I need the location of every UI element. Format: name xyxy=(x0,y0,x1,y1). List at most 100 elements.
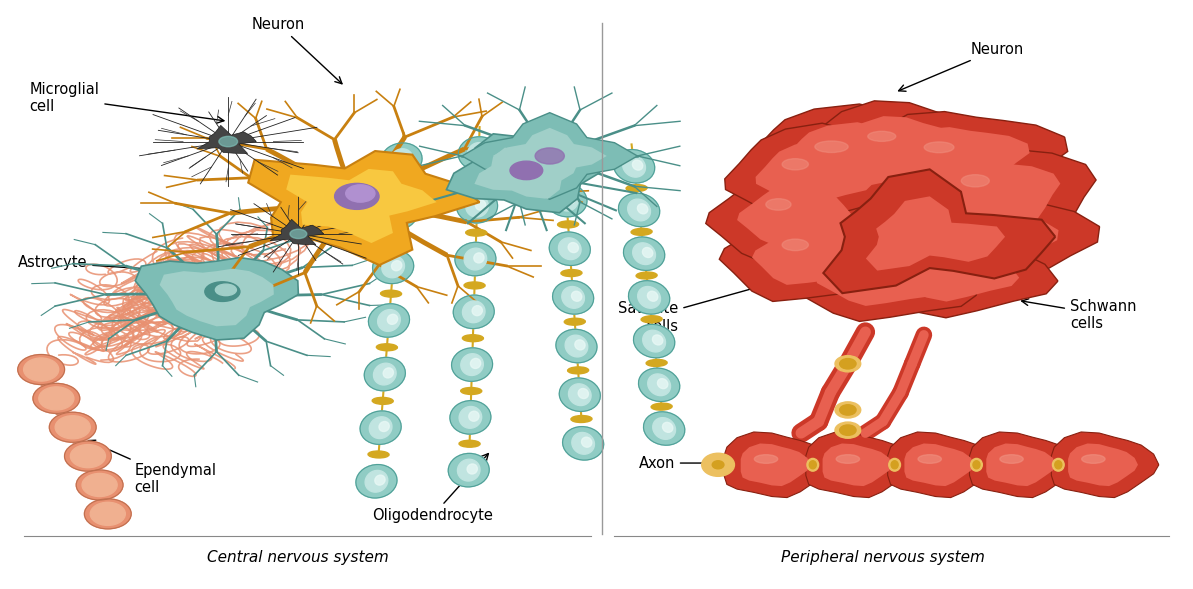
Ellipse shape xyxy=(468,143,490,164)
Ellipse shape xyxy=(558,238,581,260)
Ellipse shape xyxy=(624,237,665,270)
PathPatch shape xyxy=(160,269,274,326)
PathPatch shape xyxy=(719,206,902,302)
Ellipse shape xyxy=(49,412,97,442)
Ellipse shape xyxy=(891,461,898,469)
PathPatch shape xyxy=(737,181,852,246)
Ellipse shape xyxy=(555,173,575,179)
Ellipse shape xyxy=(705,455,731,474)
PathPatch shape xyxy=(866,196,1005,270)
PathPatch shape xyxy=(724,432,832,498)
Ellipse shape xyxy=(552,141,574,163)
PathPatch shape xyxy=(816,101,1006,188)
Ellipse shape xyxy=(845,264,872,274)
Ellipse shape xyxy=(925,142,954,153)
Ellipse shape xyxy=(657,379,668,389)
Ellipse shape xyxy=(377,197,418,230)
Ellipse shape xyxy=(946,222,977,233)
Ellipse shape xyxy=(835,402,860,418)
Ellipse shape xyxy=(840,359,857,369)
Ellipse shape xyxy=(457,190,497,223)
Ellipse shape xyxy=(449,454,489,487)
Ellipse shape xyxy=(369,304,409,337)
Ellipse shape xyxy=(472,306,482,316)
Ellipse shape xyxy=(651,403,672,410)
PathPatch shape xyxy=(286,169,437,243)
PathPatch shape xyxy=(755,141,876,206)
PathPatch shape xyxy=(817,248,941,306)
Ellipse shape xyxy=(459,406,482,428)
Ellipse shape xyxy=(783,239,809,251)
Ellipse shape xyxy=(569,384,591,406)
Ellipse shape xyxy=(452,348,493,381)
Ellipse shape xyxy=(648,291,657,301)
PathPatch shape xyxy=(884,241,1019,302)
Ellipse shape xyxy=(453,295,494,329)
Ellipse shape xyxy=(571,291,582,301)
Ellipse shape xyxy=(372,398,394,404)
Ellipse shape xyxy=(1055,461,1062,469)
Ellipse shape xyxy=(290,229,307,239)
PathPatch shape xyxy=(783,122,933,189)
Ellipse shape xyxy=(216,284,236,296)
Ellipse shape xyxy=(218,136,237,147)
PathPatch shape xyxy=(970,432,1077,498)
Ellipse shape xyxy=(476,200,486,210)
Ellipse shape xyxy=(400,154,410,164)
Ellipse shape xyxy=(561,270,582,276)
Ellipse shape xyxy=(460,354,483,375)
Ellipse shape xyxy=(571,432,594,454)
Ellipse shape xyxy=(913,258,942,269)
Ellipse shape xyxy=(571,416,592,422)
PathPatch shape xyxy=(891,188,1100,286)
Ellipse shape xyxy=(549,232,591,266)
Ellipse shape xyxy=(815,141,848,153)
PathPatch shape xyxy=(805,432,914,498)
Ellipse shape xyxy=(39,387,74,410)
Ellipse shape xyxy=(91,502,125,525)
Ellipse shape xyxy=(378,310,401,332)
Ellipse shape xyxy=(889,458,901,471)
Ellipse shape xyxy=(460,388,482,395)
Ellipse shape xyxy=(334,183,379,209)
PathPatch shape xyxy=(901,127,1030,185)
Ellipse shape xyxy=(809,461,816,469)
Ellipse shape xyxy=(636,272,657,279)
Ellipse shape xyxy=(450,401,490,434)
Ellipse shape xyxy=(375,475,385,485)
Ellipse shape xyxy=(840,405,857,415)
Ellipse shape xyxy=(388,315,397,325)
Ellipse shape xyxy=(581,437,592,447)
Ellipse shape xyxy=(477,147,488,157)
Ellipse shape xyxy=(642,247,653,257)
Ellipse shape xyxy=(648,374,670,396)
Ellipse shape xyxy=(712,461,724,469)
Ellipse shape xyxy=(917,455,941,464)
PathPatch shape xyxy=(822,444,892,486)
PathPatch shape xyxy=(270,219,323,244)
Text: Neuron: Neuron xyxy=(898,42,1024,91)
Ellipse shape xyxy=(629,281,669,314)
PathPatch shape xyxy=(764,152,1061,297)
Ellipse shape xyxy=(754,455,778,464)
Ellipse shape xyxy=(568,243,579,253)
Ellipse shape xyxy=(389,183,410,190)
Ellipse shape xyxy=(70,445,105,468)
Ellipse shape xyxy=(711,460,724,469)
Ellipse shape xyxy=(647,359,667,366)
Text: Neuron: Neuron xyxy=(252,17,342,84)
PathPatch shape xyxy=(725,123,909,223)
Ellipse shape xyxy=(468,177,488,183)
Ellipse shape xyxy=(840,425,857,435)
PathPatch shape xyxy=(248,151,480,265)
Ellipse shape xyxy=(387,203,409,224)
Ellipse shape xyxy=(643,330,666,352)
Ellipse shape xyxy=(365,471,388,492)
Ellipse shape xyxy=(557,221,579,228)
Ellipse shape xyxy=(82,474,117,497)
Ellipse shape xyxy=(555,189,577,211)
Ellipse shape xyxy=(465,229,487,236)
Ellipse shape xyxy=(356,465,397,498)
Ellipse shape xyxy=(509,161,543,180)
Ellipse shape xyxy=(464,248,487,270)
